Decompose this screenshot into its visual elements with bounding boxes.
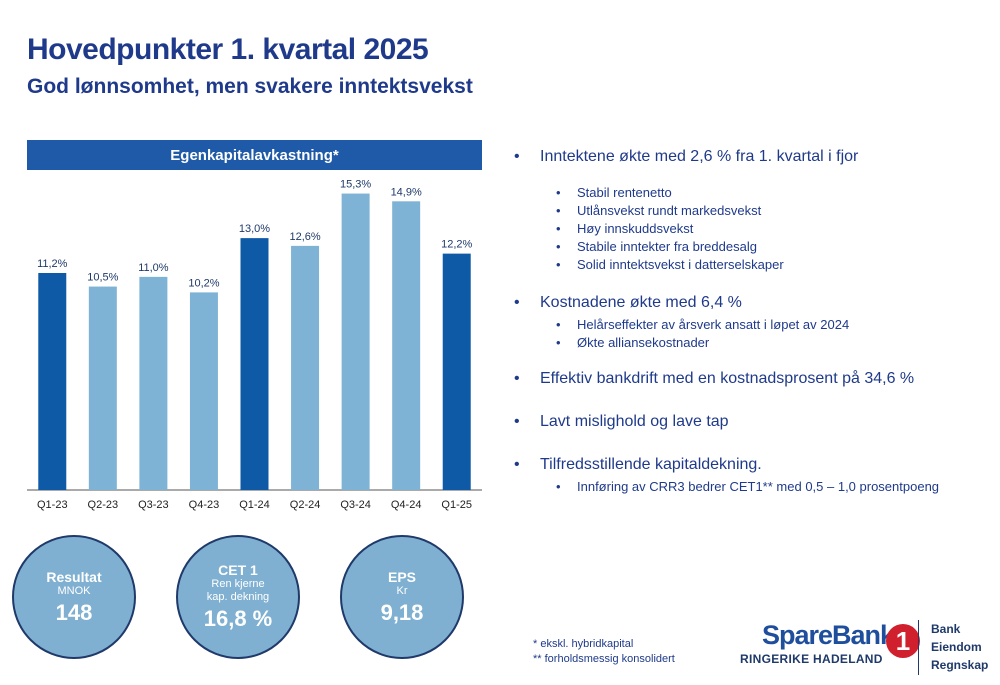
data-label: 10,2% <box>188 277 219 289</box>
data-label: 14,9% <box>391 186 422 198</box>
page-subtitle: God lønnsomhet, men svakere inntektsveks… <box>27 75 473 98</box>
sub-bullet: Innføring av CRR3 bedrer CET1** med 0,5 … <box>512 478 982 496</box>
kpi-desc-line2: kap. dekning <box>206 591 270 603</box>
bar-Q2-23 <box>88 286 117 490</box>
logo-services: Bank Eiendom Regnskap <box>931 620 988 674</box>
x-tick-label: Q2-24 <box>290 499 321 511</box>
service-bank: Bank <box>931 622 961 636</box>
chart-title: Egenkapitalavkastning* <box>27 140 482 170</box>
bullet-revenue: Inntektene økte med 2,6 % fra 1. kvartal… <box>512 144 982 170</box>
kpi-title: Resultat <box>46 568 102 585</box>
footnote-consolidated: ** forholdsmessig konsolidert <box>533 653 675 665</box>
sub-bullet: Høy innskuddsvekst <box>512 220 982 238</box>
data-label: 15,3% <box>340 180 371 191</box>
roe-bar-chart: 11,2% Q1-23 10,5% Q2-23 11,0% Q3-23 10,2% Q4-23… <box>27 180 482 511</box>
kpi-value: 9,18 <box>380 599 424 625</box>
bar-Q3-24 <box>341 193 370 490</box>
kpi-unit: Kr <box>396 584 408 597</box>
kpi-eps: EPS Kr 9,18 <box>340 535 464 659</box>
service-regnskap: Regnskap <box>931 658 989 672</box>
data-label: 13,0% <box>239 223 270 235</box>
bar-Q3-23 <box>139 276 168 490</box>
x-tick-label: Q1-24 <box>239 499 270 511</box>
logo-divider <box>918 620 919 675</box>
kpi-title: CET 1 <box>218 562 258 578</box>
bullet-losses: Lavt mislighold og lave tap <box>512 409 982 435</box>
bar-Q1-25 <box>442 253 471 490</box>
sparebank-logo: SpareBank 1 RINGERIKE HADELAND Bank Eien… <box>740 620 995 675</box>
data-label: 11,2% <box>37 258 68 270</box>
x-tick-label: Q4-24 <box>391 499 422 511</box>
footnote-hybrid: * ekskl. hybridkapital <box>533 638 634 650</box>
logo-subtitle: RINGERIKE HADELAND <box>740 652 883 666</box>
kpi-result: Resultat MNOK 148 <box>12 535 136 659</box>
bar-Q4-24 <box>392 201 421 490</box>
kpi-desc-line1: Ren kjerne <box>211 578 265 590</box>
sub-bullet: Stabile inntekter fra breddesalg <box>512 238 982 256</box>
data-label: 10,5% <box>87 272 118 284</box>
kpi-unit: MNOK <box>57 584 91 597</box>
sub-bullet: Stabil rentenetto <box>512 184 982 202</box>
x-tick-label: Q4-23 <box>189 499 220 511</box>
bullet-capital: Tilfredsstillende kapitaldekning. <box>512 452 982 478</box>
sub-bullet: Helårseffekter av årsverk ansatt i løpet… <box>512 316 982 334</box>
sub-bullet: Utlånsvekst rundt markedsvekst <box>512 202 982 220</box>
kpi-value: 16,8 % <box>203 606 273 631</box>
bar-Q1-24 <box>240 238 269 490</box>
kpi-cet1: CET 1 Ren kjerne kap. dekning 16,8 % <box>176 535 300 659</box>
data-label: 12,2% <box>441 239 472 251</box>
x-tick-label: Q1-23 <box>37 499 68 511</box>
bar-Q1-23 <box>38 273 67 490</box>
x-tick-label: Q3-23 <box>138 499 169 511</box>
x-tick-label: Q3-24 <box>340 499 371 511</box>
logo-name: SpareBank <box>762 620 895 650</box>
sub-bullet: Økte alliansekostnader <box>512 334 982 352</box>
kpi-title: EPS <box>387 568 416 585</box>
footnotes: * ekskl. hybridkapital ** forholdsmessig… <box>533 637 675 667</box>
bar-Q2-24 <box>291 245 320 490</box>
data-label: 11,0% <box>138 262 169 274</box>
x-tick-label: Q2-23 <box>88 499 119 511</box>
kpi-value: 148 <box>55 599 93 625</box>
bullet-efficiency: Effektiv bankdrift med en kostnadsprosen… <box>512 366 982 392</box>
bar-Q4-23 <box>189 292 218 490</box>
data-label: 12,6% <box>289 231 320 243</box>
x-tick-label: Q1-25 <box>441 499 472 511</box>
sub-bullet: Solid inntektsvekst i datterselskaper <box>512 256 982 274</box>
bullet-costs: Kostnadene økte med 6,4 % <box>512 290 982 316</box>
logo-mark: 1 <box>886 624 920 658</box>
page-title: Hovedpunkter 1. kvartal 2025 <box>27 33 429 66</box>
service-eiendom: Eiendom <box>931 640 982 654</box>
bullet-list: Inntektene økte med 2,6 % fra 1. kvartal… <box>512 140 982 496</box>
